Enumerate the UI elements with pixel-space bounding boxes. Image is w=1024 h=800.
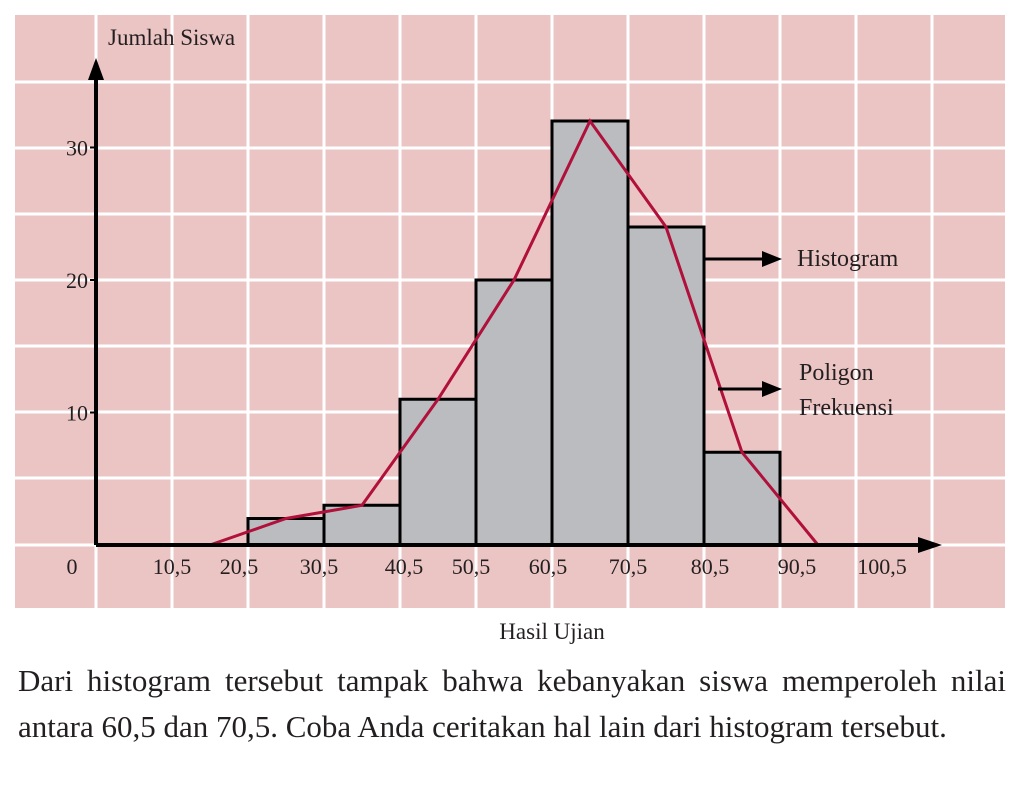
x-tick-label: 20,5 [220, 554, 259, 579]
annotation-arrow-icon [762, 251, 782, 267]
histogram-bar [322, 503, 402, 547]
x-tick-label: 10,5 [153, 554, 192, 579]
histogram-bar [474, 278, 554, 547]
chart-labels: 10 20 30 0 10,5 20,5 30,5 40,5 50,5 60,5 70,5 80,5 9… [66, 25, 907, 644]
annotation-polygon-line1: Poligon [799, 360, 874, 386]
histogram-bar [246, 517, 326, 547]
y-tick-label: 10 [66, 401, 88, 426]
x-tick-label: 90,5 [778, 554, 817, 579]
histogram-chart: 10 20 30 0 10,5 20,5 30,5 40,5 50,5 60,5 70,5 80,5 9… [15, 15, 1005, 644]
x-axis-title: Hasil Ujian [499, 619, 605, 644]
y-axis-arrow-icon [88, 58, 104, 80]
y-tick-label: 20 [66, 268, 88, 293]
chart-axes [88, 58, 942, 553]
annotation-histogram: Histogram [797, 246, 899, 272]
y-axis-title: Jumlah Siswa [108, 25, 235, 50]
histogram-bars [246, 119, 782, 547]
y-tick-label: 30 [66, 136, 88, 161]
annotation-arrow-icon [762, 381, 782, 397]
x-tick-label: 30,5 [300, 554, 339, 579]
annotation-polygon-line2: Frekuensi [799, 395, 894, 421]
polygon-line [209, 118, 820, 547]
histogram-bar [626, 225, 706, 547]
x-tick-label: 40,5 [385, 554, 424, 579]
x-tick-label: 60,5 [529, 554, 568, 579]
x-axis-arrow-icon [918, 537, 942, 553]
x-tick-label: 100,5 [857, 554, 907, 579]
origin-label: 0 [67, 554, 78, 579]
x-tick-label: 50,5 [452, 554, 491, 579]
histogram-bar [398, 397, 478, 547]
x-tick-label: 80,5 [691, 554, 730, 579]
description-paragraph: Dari histogram tersebut tampak bahwa keb… [18, 663, 1006, 744]
frequency-polygon [209, 118, 820, 547]
x-tick-label: 70,5 [609, 554, 648, 579]
histogram-bar [702, 450, 782, 547]
histogram-bar [550, 119, 630, 547]
